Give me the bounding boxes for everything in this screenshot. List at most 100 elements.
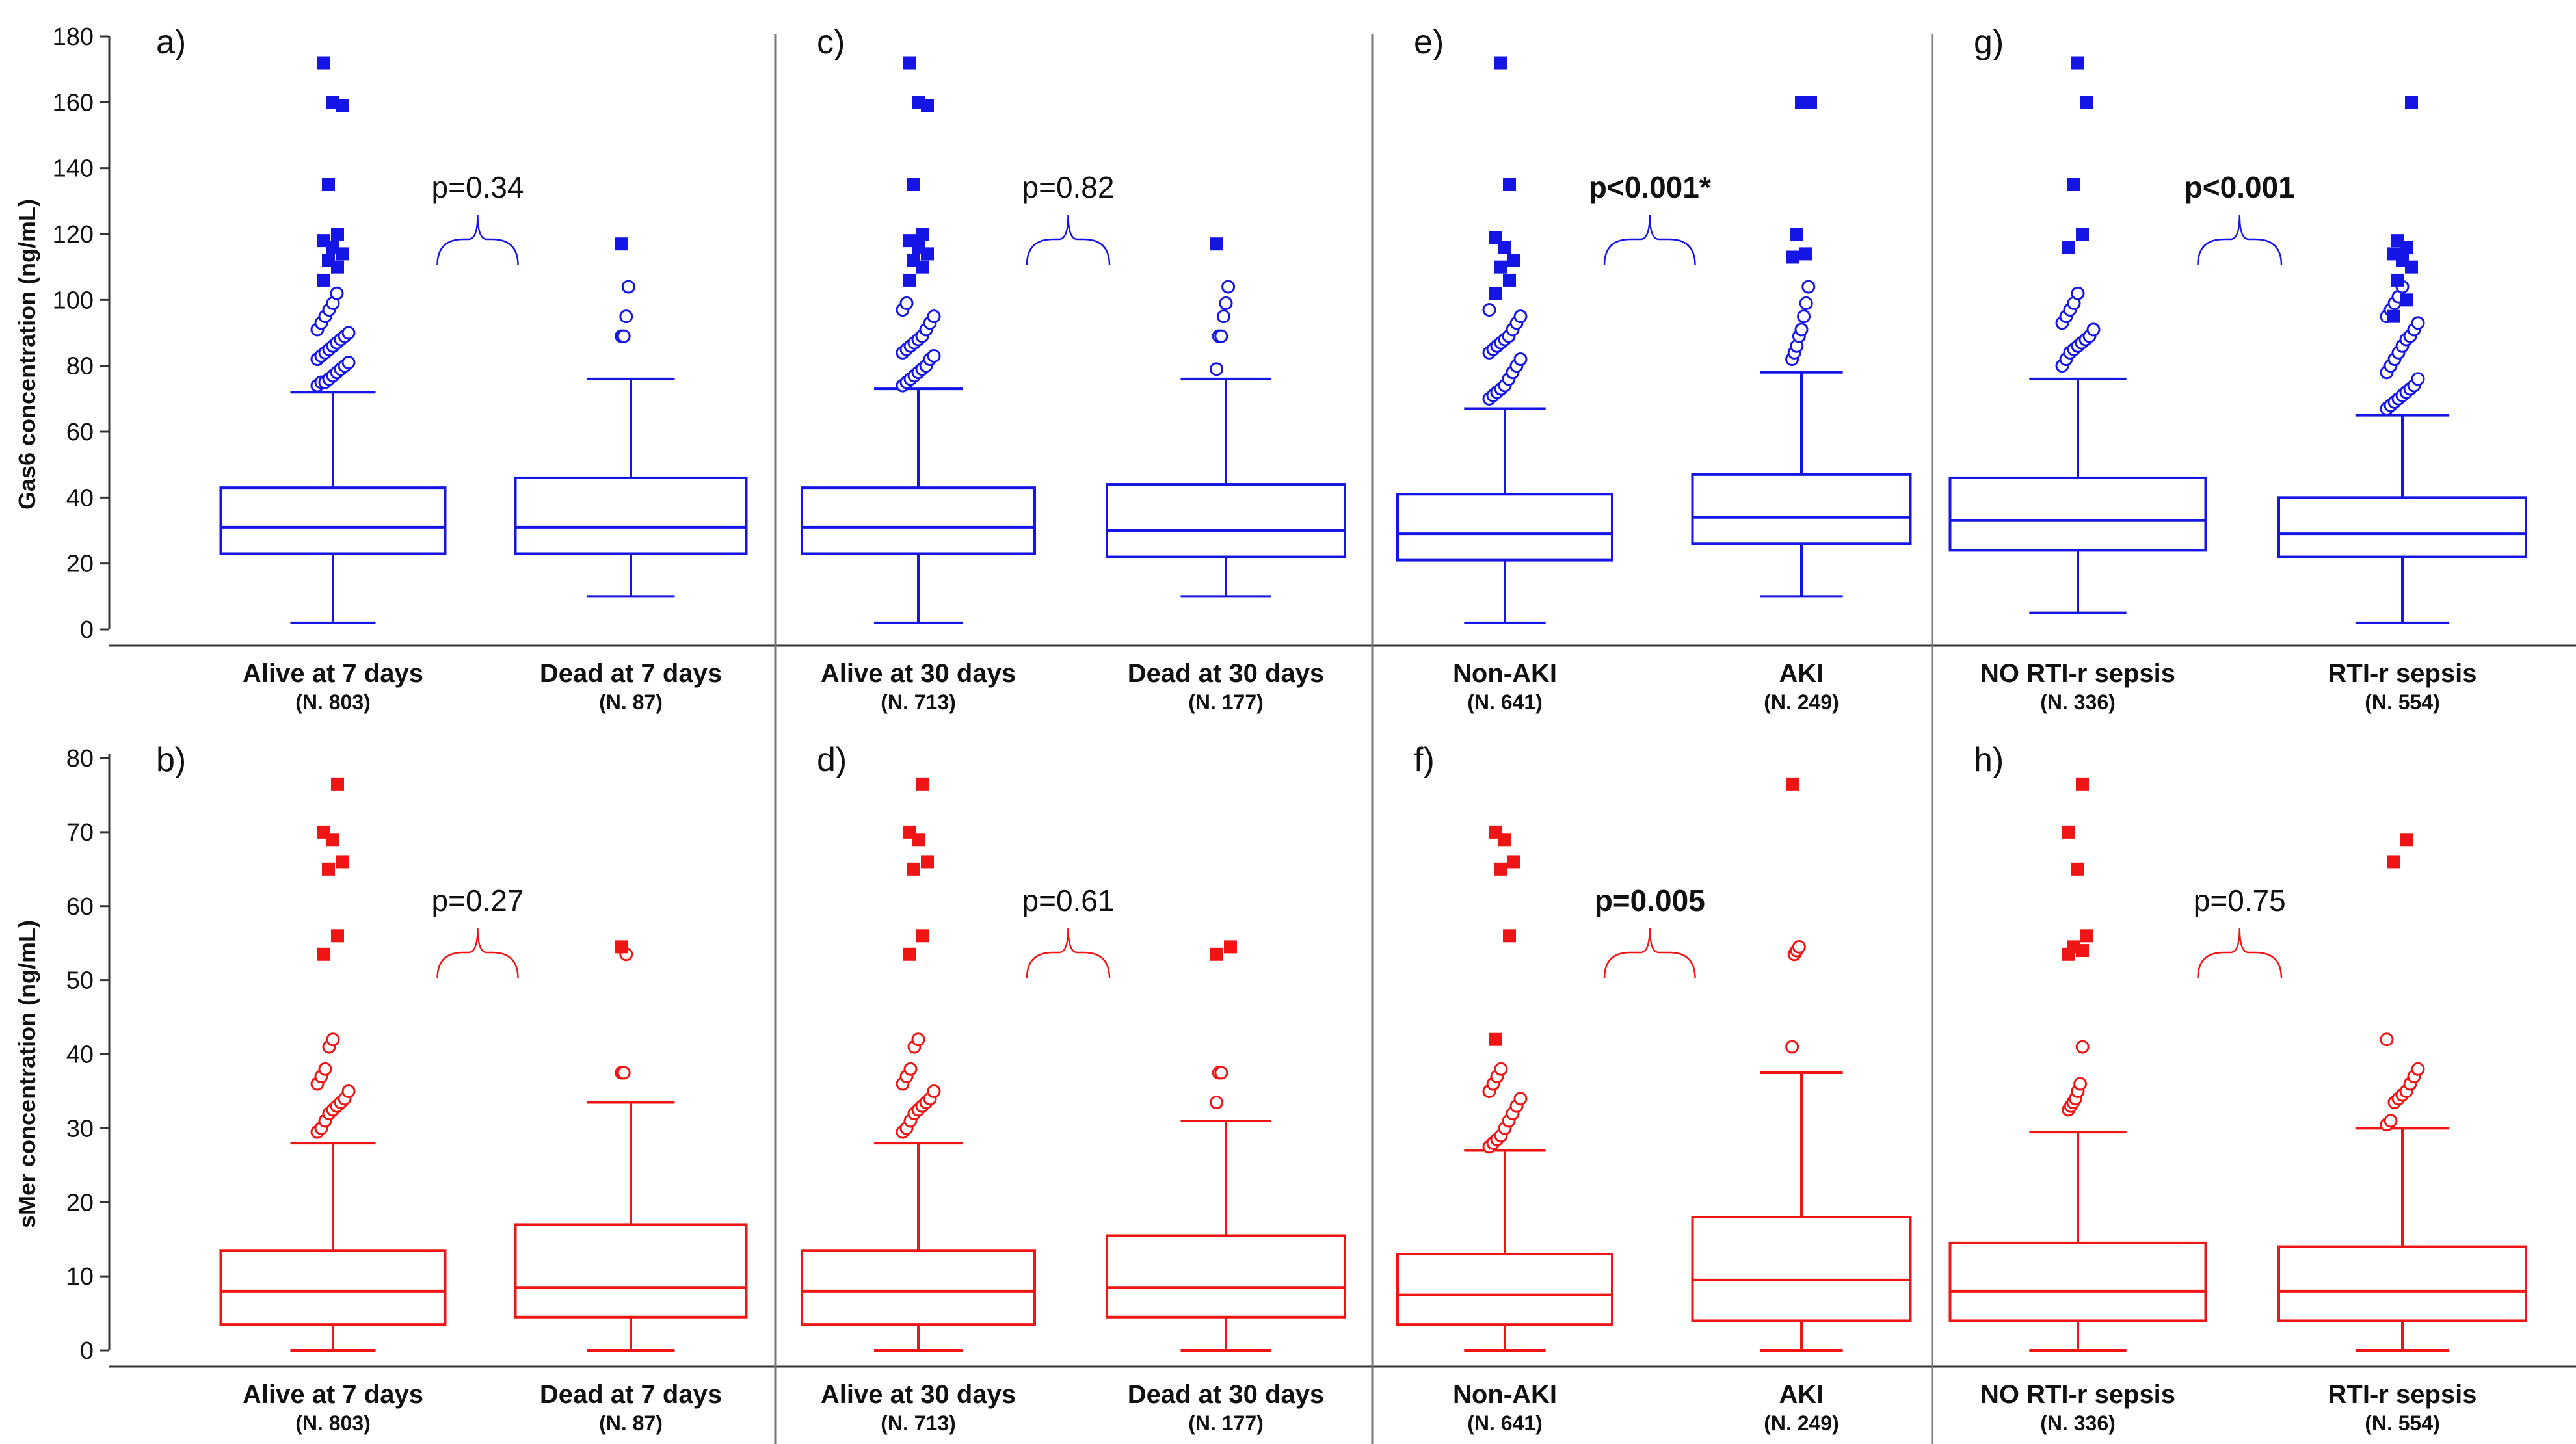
y-tick-label: 70 [66,819,94,847]
box-iqr [514,1223,748,1319]
y-tick-label: 20 [66,551,94,578]
significance-brace [436,214,519,266]
outlier-point [2075,1040,2090,1054]
far-outlier-point [1786,777,1799,791]
far-outlier-point [2400,833,2413,847]
y-tick-label: 100 [53,287,94,314]
panel-label: d) [817,741,847,779]
y-tick-label: 120 [53,221,94,248]
box-iqr [2277,1245,2527,1322]
far-outlier-point [2391,273,2404,287]
outlier-point [1221,280,1236,294]
y-tick-label: 50 [66,967,94,995]
far-outlier-point [903,273,916,287]
box-iqr [1691,473,1912,545]
far-outlier-point [326,96,339,109]
panel-label: c) [817,23,845,61]
far-outlier-point [1507,254,1520,267]
sample-size-label: (N. 641) [1467,690,1543,714]
far-outlier-point [1224,940,1237,954]
category-label: AKI [1779,659,1824,688]
far-outlier-point [1498,241,1511,254]
outlier-point [617,329,631,343]
far-outlier-point [1790,228,1803,241]
panel-label: b) [156,741,186,779]
far-outlier-point [331,777,344,791]
far-outlier-point [1795,96,1808,109]
outlier-point [1482,303,1496,317]
significance-brace [1603,214,1696,266]
y-tick-label: 0 [80,1337,94,1365]
outlier-point [1794,322,1809,337]
far-outlier-point [903,56,916,70]
far-outlier-point [2080,929,2093,943]
far-outlier-point [2387,247,2400,261]
far-outlier-point [1799,247,1812,261]
p-value-label: p=0.61 [1022,884,1115,917]
outlier-point [1513,309,1528,324]
sample-size-label: (N. 554) [2365,1411,2440,1435]
sample-size-label: (N. 803) [295,1411,371,1435]
box-iqr [1396,493,1613,562]
outlier-point [330,286,344,300]
far-outlier-point [1503,273,1516,287]
far-outlier-point [1489,825,1502,839]
panel-label: g) [1974,23,2004,61]
far-outlier-point [615,237,628,251]
y-tick-label: 80 [66,353,94,380]
sample-size-label: (N. 713) [881,1411,956,1435]
significance-brace [1026,927,1111,979]
p-value-label: p=0.34 [432,170,524,204]
outlier-point [903,1062,918,1076]
y-tick-label: 40 [66,1042,94,1069]
box-iqr [1106,483,1346,558]
far-outlier-point [903,234,916,248]
far-outlier-point [317,273,330,287]
far-outlier-point [1494,56,1507,70]
outlier-point [318,1062,332,1076]
category-label: RTI-r sepsis [2328,659,2477,688]
panel-label: e) [1414,23,1444,61]
outlier-point [2411,1062,2425,1076]
far-outlier-point [907,178,920,191]
far-outlier-point [331,228,344,241]
outlier-point [1210,1096,1224,1110]
sample-size-label: (N. 336) [2040,1411,2116,1435]
outlier-point [2411,372,2425,386]
outlier-point [1219,296,1233,310]
y-tick-label: 0 [80,616,94,644]
category-label: NO RTI-r sepsis [1980,659,2175,688]
outlier-point [1214,1066,1228,1080]
box-iqr [1106,1234,1346,1319]
y-tick-label: 40 [66,484,94,512]
outlier-point [927,348,941,363]
category-label: Alive at 7 days [243,659,423,688]
category-label: Alive at 7 days [243,1380,423,1409]
far-outlier-point [907,254,920,267]
far-outlier-point [322,862,335,876]
significance-brace [436,927,519,979]
category-label: RTI-r sepsis [2328,1380,2477,1409]
far-outlier-point [2391,234,2404,248]
far-outlier-point [1210,237,1223,251]
outlier-point [911,1032,925,1047]
outlier-point [927,1084,941,1098]
outlier-point [1801,280,1816,294]
outlier-point [1513,352,1528,367]
outlier-point [1797,309,1811,324]
y-tick-label: 30 [66,1115,94,1142]
sample-size-label: (N. 249) [1764,690,1839,714]
category-label: Dead at 7 days [540,659,722,688]
y-tick-label: 60 [66,893,94,921]
far-outlier-point [1507,855,1520,869]
y-tick-label: 10 [66,1263,94,1291]
far-outlier-point [317,234,330,248]
box-iqr [514,476,748,555]
outlier-point [2411,316,2425,330]
y-axis-title-smer: sMer concentration (ng/mL) [14,920,40,1228]
far-outlier-point [903,947,916,961]
category-label: Non-AKI [1453,1380,1557,1409]
far-outlier-point [921,855,934,869]
outlier-point [619,309,633,324]
